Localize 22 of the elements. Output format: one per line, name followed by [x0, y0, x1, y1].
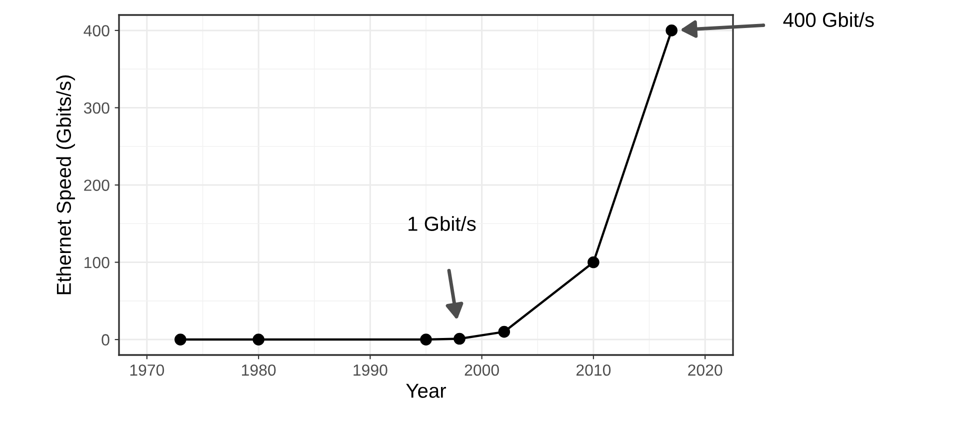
x-tick-label: 1980 — [242, 364, 276, 376]
x-tick-label: 2010 — [576, 364, 611, 376]
y-tick-label: 100 — [84, 256, 110, 268]
y-tick-label: 400 — [84, 25, 110, 36]
y-tick-label: 300 — [84, 102, 110, 114]
y-tick-label: 200 — [84, 180, 110, 191]
text: 400 Gbit/s — [783, 12, 874, 28]
x-tick-label: 1970 — [130, 364, 164, 376]
annotation: 1 Gbit/s — [408, 216, 476, 231]
point — [588, 256, 600, 268]
point — [420, 334, 432, 346]
point — [498, 326, 510, 338]
x-axis-title: Year — [406, 384, 446, 398]
point — [174, 334, 186, 346]
x-tick-label: 2000 — [464, 364, 499, 376]
point — [252, 334, 264, 346]
x-tick-label: 2020 — [688, 364, 722, 376]
y-axis-title: Ethernet Speed (Gbits/s) — [56, 75, 75, 294]
x-tick-label: 1990 — [354, 364, 388, 376]
point — [454, 332, 466, 345]
point — [666, 24, 678, 36]
y-tick-label: 0 — [102, 334, 110, 346]
